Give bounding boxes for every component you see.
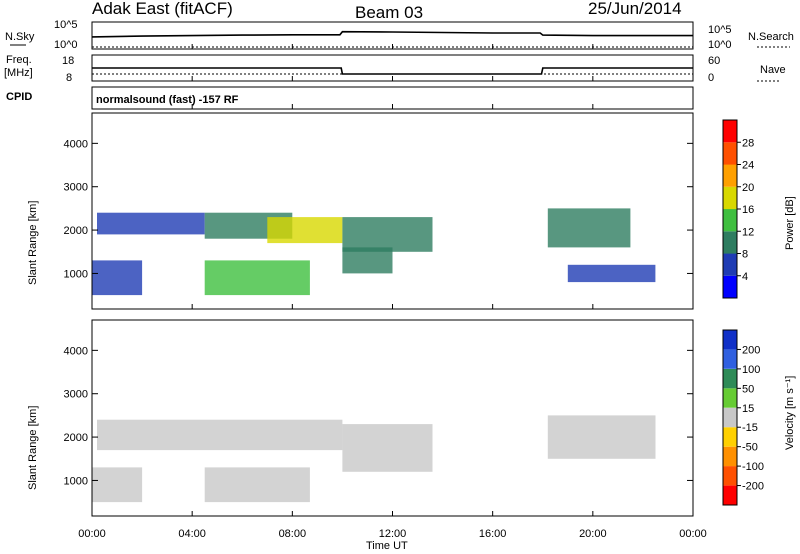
- colorbar-tick-label: -200: [742, 481, 764, 493]
- heatmap-region: [547, 208, 631, 248]
- x-tick-label: 00:00: [78, 528, 106, 540]
- colorbar-swatch: [723, 388, 737, 408]
- y-tick-label: 2000: [64, 225, 88, 237]
- y-tick-label: 3000: [64, 389, 88, 401]
- station-title: Adak East (fitACF): [92, 0, 233, 18]
- colorbar-tick-label: -50: [742, 442, 758, 454]
- cpid-label: CPID: [6, 91, 32, 103]
- colorbar-swatch: [723, 407, 737, 428]
- power-y-ticks: 1000 2000 3000 4000: [64, 138, 693, 280]
- colorbar-swatch: [723, 120, 737, 143]
- colorbar-swatch: [723, 466, 737, 486]
- heatmap-region: [567, 264, 656, 283]
- heatmap-region: [267, 217, 343, 244]
- nave-tick-top: 60: [708, 55, 720, 67]
- colorbar-tick-label: 28: [742, 137, 754, 149]
- colorbar-tick-label: 4: [742, 271, 748, 283]
- x-tick-label: 00:00: [679, 528, 707, 540]
- heatmap-region: [547, 415, 656, 459]
- power-heatmap: [92, 208, 656, 296]
- x-tick-label: 04:00: [178, 528, 206, 540]
- colorbar-tick-label: 8: [742, 249, 748, 261]
- colorbar-swatch: [723, 209, 737, 232]
- colorbar-swatch: [723, 164, 737, 187]
- date-title: 25/Jun/2014: [588, 0, 682, 18]
- n-sky-label: N.Sky: [5, 31, 35, 43]
- cpid-text: normalsound (fast) -157 RF: [96, 94, 239, 106]
- colorbar-tick-label: 20: [742, 182, 754, 194]
- x-tick-label: 08:00: [279, 528, 307, 540]
- nave-label: Nave: [760, 64, 786, 76]
- time-axis-ticks: 00:00 04:00 08:00 12:00 16:00 20:00 00:00: [78, 44, 707, 540]
- heatmap-region: [204, 467, 310, 503]
- colorbar-swatch: [723, 485, 737, 505]
- heatmap-region: [204, 260, 310, 296]
- colorbar-swatch: [723, 446, 737, 467]
- velocity-colorbar-title: Velocity [m s⁻¹]: [784, 376, 796, 450]
- heatmap-region: [97, 212, 205, 235]
- colorbar-swatch: [723, 253, 737, 276]
- nave-tick-bottom: 0: [708, 72, 714, 84]
- power-colorbar-title: Power [dB]: [784, 196, 796, 250]
- n-sky-tick-top: 10^5: [54, 19, 78, 31]
- colorbar-tick-label: -100: [742, 461, 764, 473]
- n-search-tick-top: 10^5: [708, 24, 732, 36]
- colorbar-tick-label: 15: [742, 403, 754, 415]
- y-tick-label: 3000: [64, 182, 88, 194]
- n-sky-tick-bottom: 10^0: [54, 39, 78, 51]
- y-tick-label: 1000: [64, 268, 88, 280]
- n-sky-series: [91, 30, 693, 38]
- heatmap-region: [342, 424, 433, 472]
- heatmap-region: [92, 260, 143, 296]
- n-search-tick-bottom: 10^0: [708, 39, 732, 51]
- colorbar-tick-label: 50: [742, 383, 754, 395]
- freq-label-line2: [MHz]: [4, 67, 33, 79]
- colorbar-swatch: [723, 231, 737, 254]
- colorbar-swatch: [723, 427, 737, 447]
- colorbar-tick-label: 100: [742, 364, 760, 376]
- y-tick-label: 1000: [64, 475, 88, 487]
- x-tick-label: 16:00: [479, 528, 507, 540]
- heatmap-region: [92, 467, 143, 503]
- colorbar-swatch: [723, 186, 737, 210]
- y-tick-label: 4000: [64, 345, 88, 357]
- heatmap-region: [342, 217, 433, 252]
- colorbar-tick-label: 200: [742, 344, 760, 356]
- velocity-y-ticks: 1000 2000 3000 4000: [64, 345, 693, 487]
- velocity-colorbar: -200 -100 -50 -15 15 50 100 200: [722, 329, 764, 506]
- n-search-label: N.Search: [748, 31, 794, 43]
- colorbar-tick-label: 16: [742, 204, 754, 216]
- x-tick-label: 12:00: [379, 528, 407, 540]
- power-y-axis-title: Slant Range [km]: [27, 201, 39, 285]
- heatmap-region: [97, 419, 343, 451]
- y-tick-label: 2000: [64, 432, 88, 444]
- x-axis-title: Time UT: [366, 540, 408, 552]
- freq-label-line1: Freq.: [6, 54, 32, 66]
- velocity-y-axis-title: Slant Range [km]: [27, 406, 39, 490]
- velocity-heatmap: [92, 415, 656, 503]
- x-tick-label: 20:00: [579, 528, 607, 540]
- colorbar-swatch: [723, 275, 737, 299]
- y-tick-label: 4000: [64, 138, 88, 150]
- power-colorbar: 4 8 12 16 20 24 28: [722, 119, 754, 299]
- colorbar-swatch: [723, 330, 737, 350]
- colorbar-tick-label: -15: [742, 422, 758, 434]
- colorbar-swatch: [723, 349, 737, 369]
- colorbar-tick-label: 12: [742, 226, 754, 238]
- heatmap-region: [342, 247, 393, 274]
- colorbar-frame: [722, 329, 738, 506]
- beam-title: Beam 03: [355, 3, 423, 22]
- freq-tick-bottom: 8: [66, 72, 72, 84]
- colorbar-swatch: [723, 368, 737, 389]
- colorbar-swatch: [723, 142, 737, 165]
- frequency-series: [92, 67, 693, 75]
- freq-tick-top: 18: [62, 55, 74, 67]
- colorbar-tick-label: 24: [742, 160, 754, 172]
